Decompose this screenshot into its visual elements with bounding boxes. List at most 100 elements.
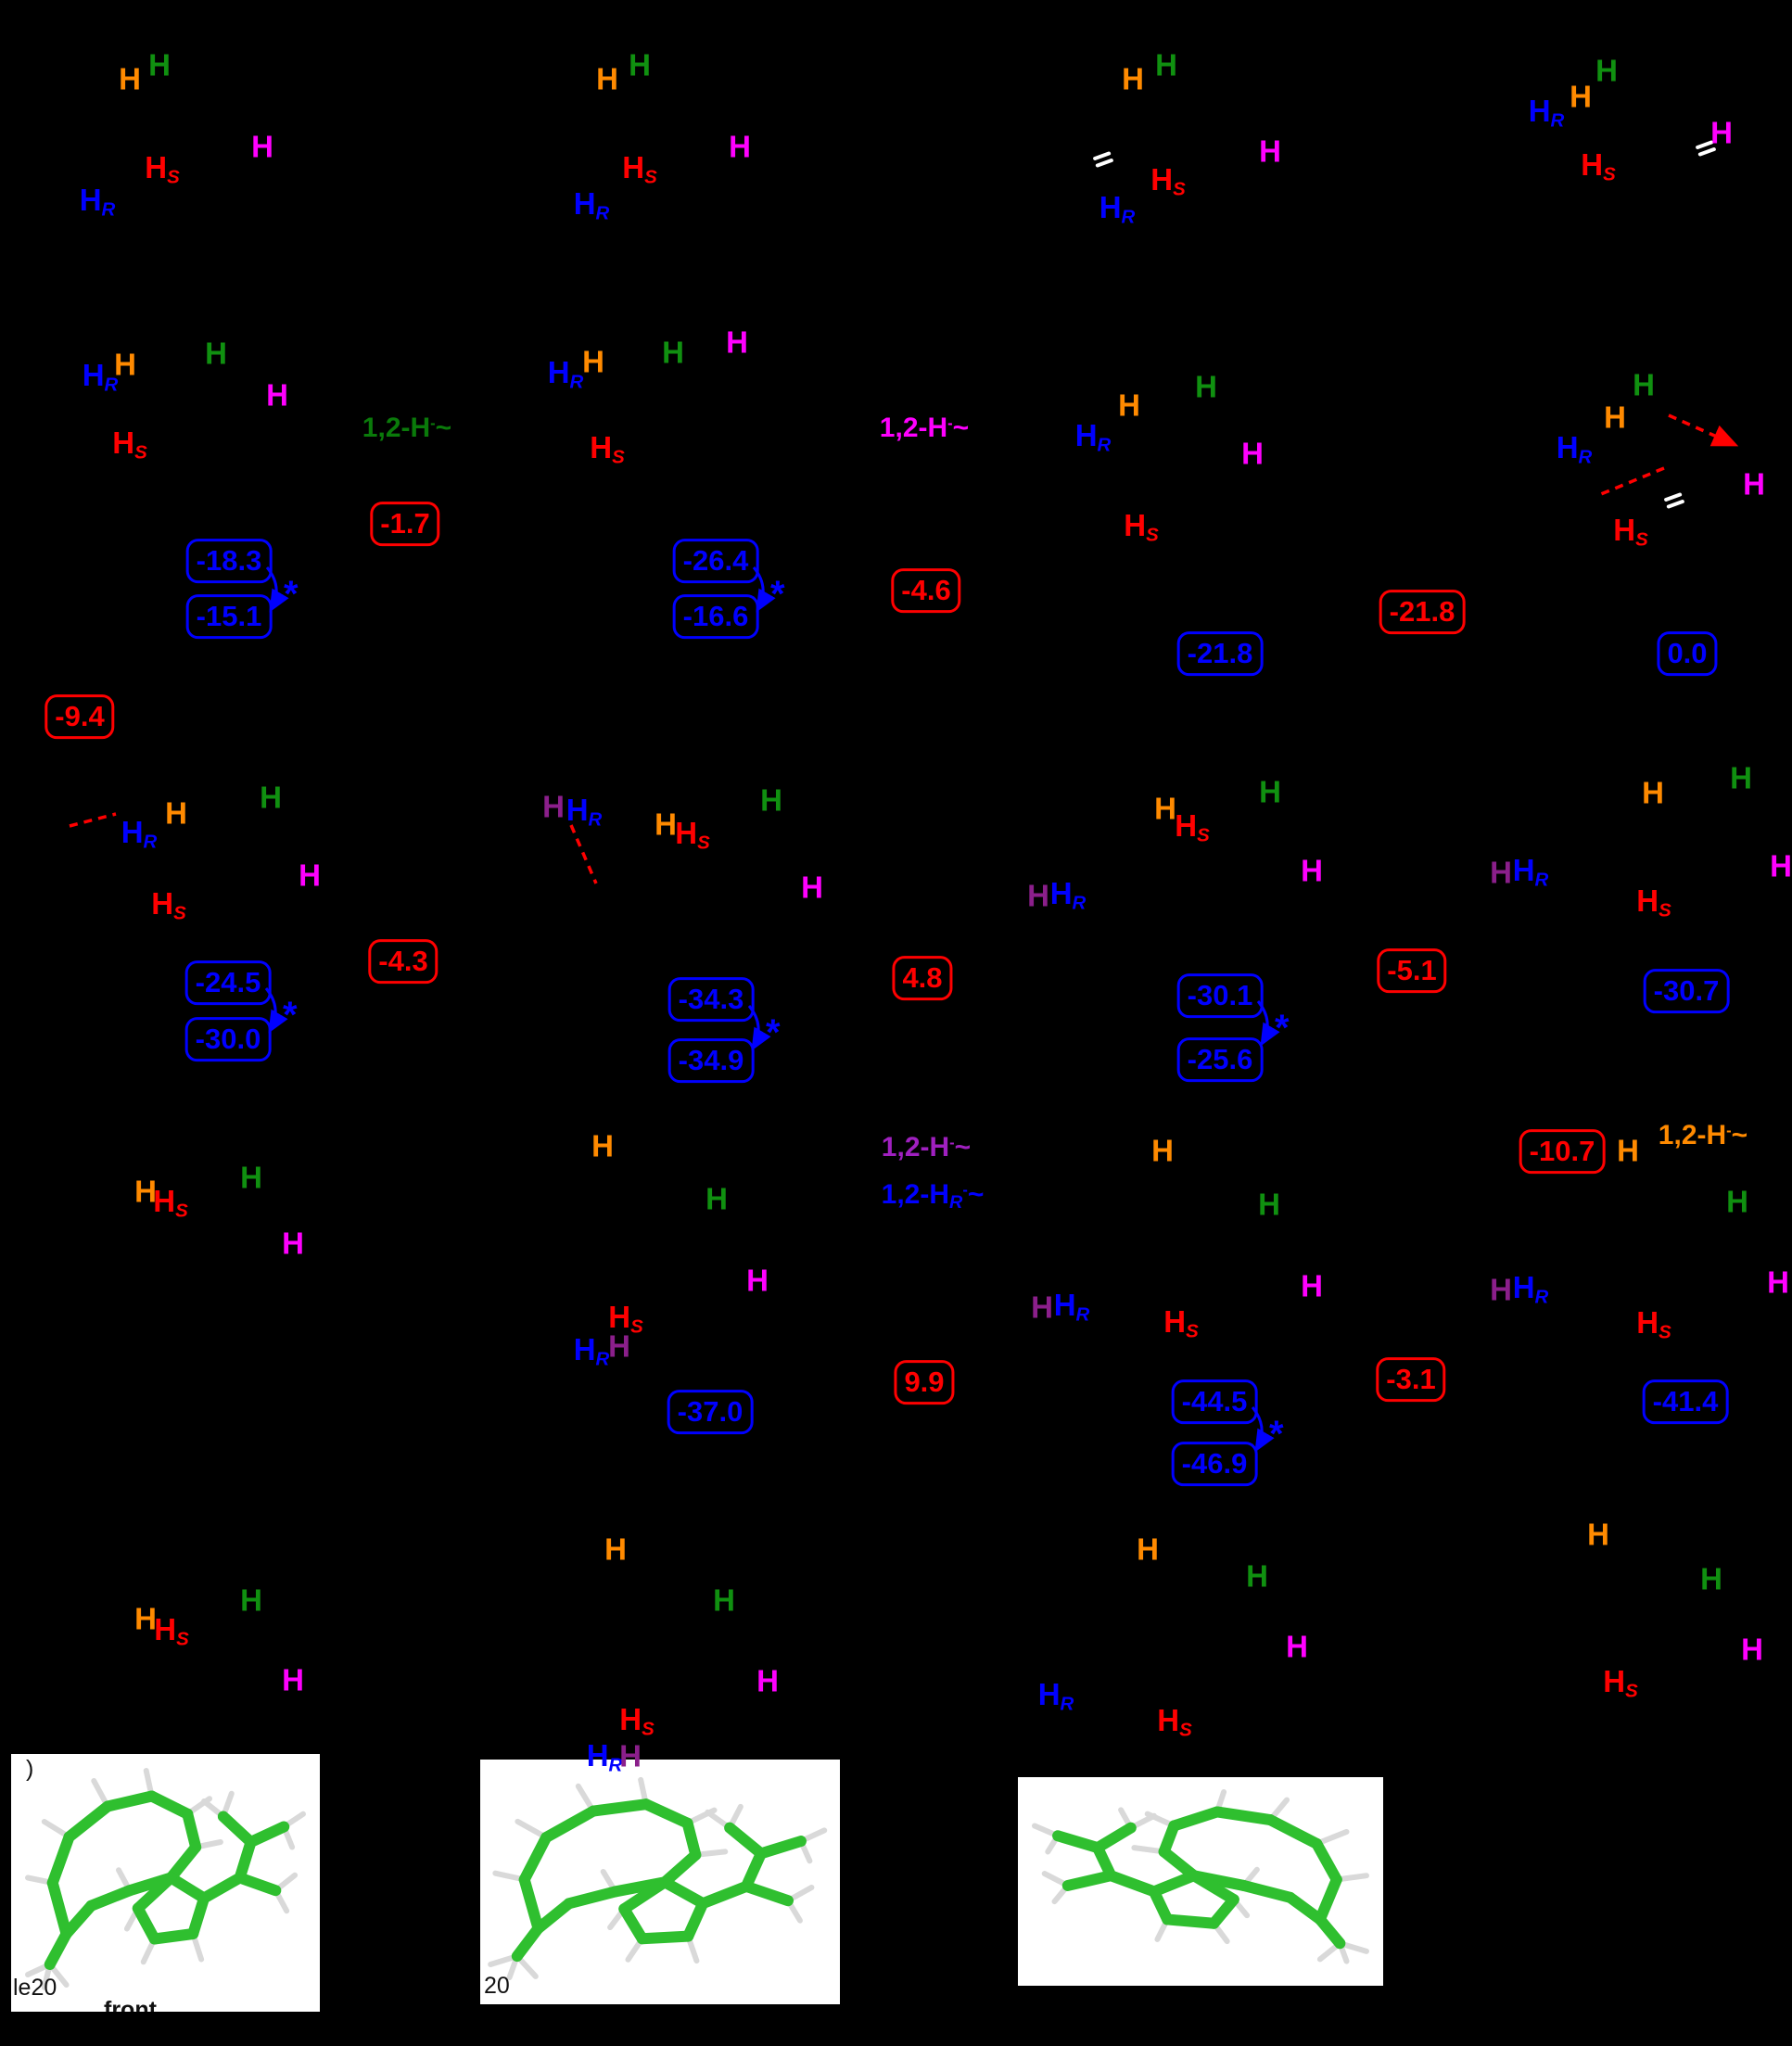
h-label-purple: H (1490, 855, 1512, 890)
h-label-red-S: HS (1613, 512, 1648, 551)
energy-box-blue: -30.0 (184, 1017, 272, 1061)
h-label-magenta: H (1301, 853, 1323, 888)
white-bond-mark (1664, 492, 1684, 509)
h-label-red-S: HS (1175, 807, 1210, 846)
energy-box-blue: -26.4 (672, 539, 759, 583)
h-label-orange: H (1642, 775, 1664, 810)
h-label-magenta: H (1301, 1268, 1323, 1303)
energy-box-blue: -41.4 (1642, 1379, 1729, 1424)
h-label-magenta: H (801, 870, 823, 905)
h-label-purple: H (1027, 878, 1049, 913)
h-label-red-S: HS (145, 149, 180, 188)
h-label-orange: H (1570, 79, 1592, 114)
h-label-red-S: HS (1636, 883, 1671, 921)
energy-box-blue: -34.9 (667, 1038, 755, 1083)
asterisk: * (770, 574, 785, 615)
green-stick-molecule-rotated (480, 1760, 840, 2004)
h-label-magenta: H (756, 1663, 779, 1698)
h-label-orange: H (1587, 1517, 1609, 1552)
h-label-purple: H (608, 1328, 630, 1364)
h-label-magenta: H (729, 129, 751, 164)
h-label-red-S: HS (1157, 1702, 1192, 1741)
h-label-red-S: HS (675, 815, 710, 854)
h-label-green: H (713, 1582, 735, 1618)
asterisk: * (1275, 1008, 1290, 1048)
h-label-blue-R: HR (1053, 1287, 1090, 1326)
energy-box-blue: -15.1 (185, 594, 273, 639)
energy-box-blue: -18.3 (185, 539, 273, 583)
energy-box-blue: -34.3 (667, 977, 755, 1022)
h-label-purple: H (1490, 1272, 1512, 1307)
h-label-magenta: H (1743, 466, 1765, 502)
h-label-magenta: H (1286, 1629, 1308, 1664)
h-label-green: H (1726, 1184, 1748, 1219)
h-label-orange: H (655, 807, 677, 842)
h-label-green: H (705, 1181, 728, 1216)
h-label-red-S: HS (153, 1183, 188, 1222)
energy-box-red: -1.7 (370, 502, 440, 546)
h-label-red-S: HS (619, 1701, 655, 1740)
h-label-red-S: HS (1124, 507, 1159, 546)
white-bond-mark (1093, 151, 1113, 168)
h-label-red-S: HS (1163, 1303, 1199, 1342)
h-label-blue-R: HR (573, 1331, 610, 1370)
h-label-blue-R: HR (79, 182, 116, 221)
energy-box-red: -21.8 (1379, 590, 1466, 634)
h-label-red-S: HS (151, 885, 186, 924)
h-label-blue-R: HR (1037, 1676, 1074, 1715)
h-label-orange: H (582, 344, 604, 379)
h-label-purple: H (1031, 1290, 1053, 1325)
h-label-magenta: H (726, 324, 748, 360)
h-label-orange: H (591, 1128, 614, 1163)
molecule-image-1: ) le20 front (11, 1754, 320, 2012)
red-dashed-arrow (1668, 413, 1739, 447)
h-label-red-S: HS (1581, 146, 1616, 185)
h-label-green: H (1633, 367, 1655, 402)
energy-box-blue: -25.6 (1176, 1037, 1264, 1082)
h-label-blue-R: HR (1049, 875, 1087, 914)
h-label-orange: H (134, 1601, 157, 1636)
energy-box-red: -5.1 (1377, 948, 1447, 993)
h-label-green: H (1246, 1558, 1268, 1594)
h-label-green: H (1700, 1561, 1722, 1596)
hydride-shift-label: 1,2-H-~ (879, 413, 970, 443)
red-dashed-bond (569, 824, 598, 884)
h-label-blue-R: HR (121, 814, 158, 853)
h-label-magenta: H (299, 858, 321, 893)
molecule-image-2: 20 (480, 1760, 840, 2004)
white-bond-mark (1696, 140, 1716, 157)
asterisk: * (284, 574, 299, 615)
h-label-green: H (260, 780, 282, 815)
h-label-magenta: H (282, 1226, 304, 1261)
h-label-orange: H (1122, 61, 1144, 96)
h-label-magenta: H (1767, 1264, 1789, 1300)
h-label-green: H (629, 47, 651, 83)
molecule-image-1-label: le20 (13, 1975, 57, 2001)
h-label-magenta: H (1710, 115, 1733, 150)
h-label-magenta: H (1770, 848, 1792, 883)
red-dashed-bond (1600, 466, 1665, 496)
h-label-blue-R: HR (586, 1737, 623, 1776)
energy-box-red: -3.1 (1376, 1357, 1446, 1402)
h-label-purple: H (542, 789, 565, 824)
h-label-blue-R: HR (1528, 93, 1565, 132)
h-label-blue-R: HR (1099, 189, 1136, 228)
h-label-green: H (1730, 760, 1752, 795)
molecule-image-1-sublabel: front (104, 1997, 157, 2012)
h-label-green: H (760, 782, 782, 818)
energy-box-red: -10.7 (1519, 1129, 1606, 1174)
h-label-orange: H (134, 1174, 157, 1209)
h-label-green: H (240, 1160, 262, 1195)
molecule-image-3 (1018, 1777, 1383, 1986)
h-label-orange: H (114, 347, 136, 382)
hydride-shift-label: 1,2-HR-~ (881, 1179, 985, 1214)
h-label-red-S: HS (1636, 1304, 1671, 1343)
h-label-red-S: HS (1603, 1663, 1638, 1702)
energy-box-blue: -16.6 (672, 594, 759, 639)
h-label-green: H (662, 335, 684, 370)
h-label-orange: H (1137, 1531, 1159, 1567)
h-label-red-S: HS (622, 149, 657, 188)
green-stick-molecule-mirrored (1018, 1777, 1383, 1986)
h-label-blue-R: HR (547, 354, 584, 393)
green-stick-molecule-front (11, 1754, 320, 2012)
